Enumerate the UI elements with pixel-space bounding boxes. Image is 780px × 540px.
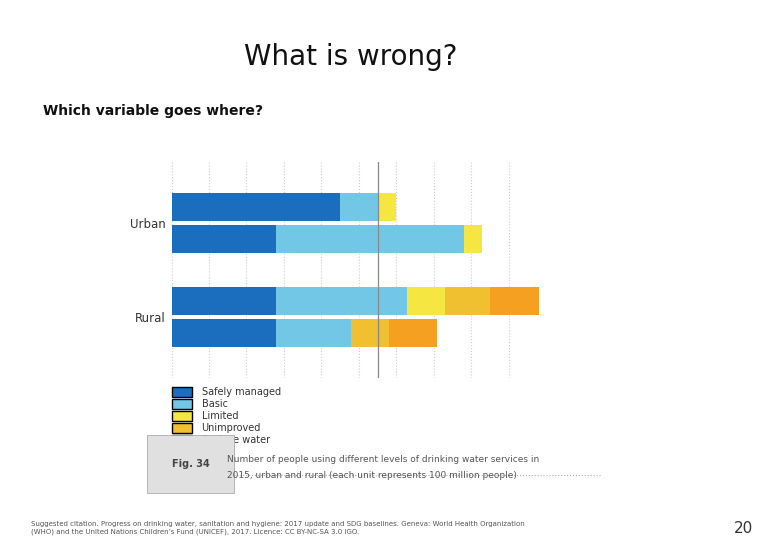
Bar <box>388 319 438 347</box>
Text: Limited: Limited <box>201 411 238 421</box>
Text: Suggested citation. Progress on drinking water, sanitation and hygiene: 2017 upd: Suggested citation. Progress on drinking… <box>31 522 525 535</box>
Bar <box>378 193 396 221</box>
Bar <box>463 225 482 253</box>
Text: Number of people using different levels of drinking water services in: Number of people using different levels … <box>228 455 540 464</box>
Text: Which variable goes where?: Which variable goes where? <box>43 104 263 118</box>
Bar <box>172 193 340 221</box>
Text: Safely managed: Safely managed <box>201 387 281 397</box>
Text: What is wrong?: What is wrong? <box>244 43 458 71</box>
FancyBboxPatch shape <box>172 423 192 433</box>
Bar <box>490 287 538 315</box>
FancyBboxPatch shape <box>172 411 192 421</box>
Text: Basic: Basic <box>201 399 228 409</box>
Bar <box>276 319 351 347</box>
Bar <box>172 287 276 315</box>
Bar <box>445 287 490 315</box>
Text: 20: 20 <box>733 521 753 536</box>
Bar <box>276 225 463 253</box>
Bar <box>407 287 445 315</box>
Bar <box>276 287 407 315</box>
Text: Fig. 34: Fig. 34 <box>172 459 209 469</box>
FancyBboxPatch shape <box>172 387 192 397</box>
Bar <box>351 319 388 347</box>
Text: Surface water: Surface water <box>201 435 270 444</box>
Text: Unimproved: Unimproved <box>201 423 261 433</box>
FancyBboxPatch shape <box>172 435 192 444</box>
Text: 2015, urban and rural (each unit represents 100 million people): 2015, urban and rural (each unit represe… <box>228 471 517 480</box>
Bar <box>172 225 276 253</box>
Bar <box>172 319 276 347</box>
Bar <box>340 193 378 221</box>
FancyBboxPatch shape <box>172 399 192 409</box>
